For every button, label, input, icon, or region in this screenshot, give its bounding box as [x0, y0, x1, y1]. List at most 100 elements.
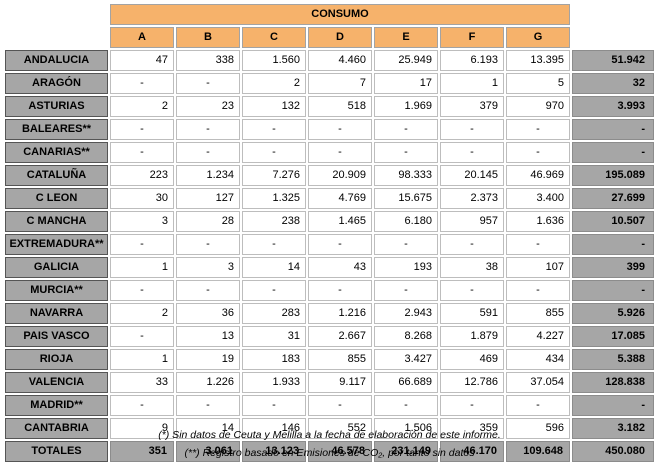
- value-cell: 338: [176, 50, 240, 71]
- value-cell: -: [440, 280, 504, 301]
- value-cell: -: [374, 119, 438, 140]
- value-cell: 38: [440, 257, 504, 278]
- region-label: ARAGÓN: [5, 73, 108, 94]
- value-cell: 3.400: [506, 188, 570, 209]
- region-label: GALICIA: [5, 257, 108, 278]
- value-cell: 1: [440, 73, 504, 94]
- value-cell: -: [242, 119, 306, 140]
- value-cell: 183: [242, 349, 306, 370]
- value-cell: -: [110, 234, 174, 255]
- value-cell: -: [440, 234, 504, 255]
- value-cell: 20.145: [440, 165, 504, 186]
- column-header-d: D: [308, 27, 372, 48]
- column-header-a: A: [110, 27, 174, 48]
- value-cell: 4.769: [308, 188, 372, 209]
- value-cell: 19: [176, 349, 240, 370]
- value-cell: -: [440, 142, 504, 163]
- region-label: BALEARES**: [5, 119, 108, 140]
- value-cell: -: [506, 280, 570, 301]
- value-cell: -: [176, 142, 240, 163]
- value-cell: 2.667: [308, 326, 372, 347]
- table-row: C LEON 30 127 1.325 4.769 15.675 2.373 3.400 27.…: [5, 188, 654, 209]
- footnote-ceuta-melilla: (*) Sin datos de Ceuta y Melilla a la fe…: [158, 429, 501, 441]
- value-cell: 7: [308, 73, 372, 94]
- row-total-cell: 3.993: [572, 96, 654, 117]
- value-cell: -: [176, 280, 240, 301]
- column-header-row: A B C D E F G: [5, 27, 654, 48]
- value-cell: 970: [506, 96, 570, 117]
- value-cell: -: [110, 395, 174, 416]
- value-cell: 33: [110, 372, 174, 393]
- value-cell: 469: [440, 349, 504, 370]
- totals-cell: 351: [110, 441, 174, 462]
- value-cell: 4.227: [506, 326, 570, 347]
- column-header-f: F: [440, 27, 504, 48]
- column-header-e: E: [374, 27, 438, 48]
- value-cell: 107: [506, 257, 570, 278]
- value-cell: -: [176, 234, 240, 255]
- value-cell: 9: [110, 418, 174, 439]
- row-total-cell: -: [572, 395, 654, 416]
- value-cell: -: [374, 142, 438, 163]
- value-cell: 591: [440, 303, 504, 324]
- table-row: BALEARES** - - - - - - - -: [5, 119, 654, 140]
- value-cell: 9.117: [308, 372, 372, 393]
- value-cell: 1.933: [242, 372, 306, 393]
- value-cell: -: [506, 119, 570, 140]
- region-label: PAIS VASCO: [5, 326, 108, 347]
- value-cell: 1: [110, 257, 174, 278]
- value-cell: 2: [110, 303, 174, 324]
- value-cell: 66.689: [374, 372, 438, 393]
- table-row: CANARIAS** - - - - - - - -: [5, 142, 654, 163]
- value-cell: -: [242, 280, 306, 301]
- value-cell: 1.226: [176, 372, 240, 393]
- row-total-cell: -: [572, 280, 654, 301]
- totals-cell: 46.578: [308, 441, 372, 462]
- consumption-table: CONSUMO A B C D E F G ANDALUCIA 47 338 1.56…: [3, 2, 656, 464]
- value-cell: -: [506, 142, 570, 163]
- row-total-cell: -: [572, 142, 654, 163]
- row-total-cell: 17.085: [572, 326, 654, 347]
- value-cell: 6.180: [374, 211, 438, 232]
- value-cell: 25.949: [374, 50, 438, 71]
- value-cell: 552: [308, 418, 372, 439]
- value-cell: 238: [242, 211, 306, 232]
- consumo-header: CONSUMO: [110, 4, 570, 25]
- value-cell: 17: [374, 73, 438, 94]
- table-row: C MANCHA 3 28 238 1.465 6.180 957 1.636 10.507: [5, 211, 654, 232]
- value-cell: 14: [242, 257, 306, 278]
- corner-blank: [5, 4, 108, 25]
- region-label: CANTABRIA: [5, 418, 108, 439]
- grand-total-cell: 450.080: [572, 441, 654, 462]
- value-cell: 5: [506, 73, 570, 94]
- value-cell: 1.216: [308, 303, 372, 324]
- value-cell: 47: [110, 50, 174, 71]
- table-row: ASTURIAS 2 23 132 518 1.969 379 970 3.993: [5, 96, 654, 117]
- table-row: NAVARRA 2 36 283 1.216 2.943 591 855 5.926: [5, 303, 654, 324]
- totals-label: TOTALES: [5, 441, 108, 462]
- total-header-blank: [572, 27, 654, 48]
- value-cell: 46.969: [506, 165, 570, 186]
- value-cell: 855: [506, 303, 570, 324]
- value-cell: -: [110, 119, 174, 140]
- region-label: EXTREMADURA**: [5, 234, 108, 255]
- value-cell: -: [110, 73, 174, 94]
- value-cell: 1.969: [374, 96, 438, 117]
- value-cell: 1: [110, 349, 174, 370]
- table-row: GALICIA 1 3 14 43 193 38 107 399: [5, 257, 654, 278]
- row-total-cell: 27.699: [572, 188, 654, 209]
- region-label: VALENCIA: [5, 372, 108, 393]
- row-total-cell: -: [572, 234, 654, 255]
- value-cell: 31: [242, 326, 306, 347]
- region-label: C MANCHA: [5, 211, 108, 232]
- table-row: EXTREMADURA** - - - - - - - -: [5, 234, 654, 255]
- row-total-cell: 5.388: [572, 349, 654, 370]
- value-cell: -: [440, 119, 504, 140]
- value-cell: 223: [110, 165, 174, 186]
- value-cell: 359: [440, 418, 504, 439]
- value-cell: 2: [242, 73, 306, 94]
- value-cell: 13: [176, 326, 240, 347]
- row-total-cell: 51.942: [572, 50, 654, 71]
- value-cell: -: [374, 280, 438, 301]
- row-header-blank: [5, 27, 108, 48]
